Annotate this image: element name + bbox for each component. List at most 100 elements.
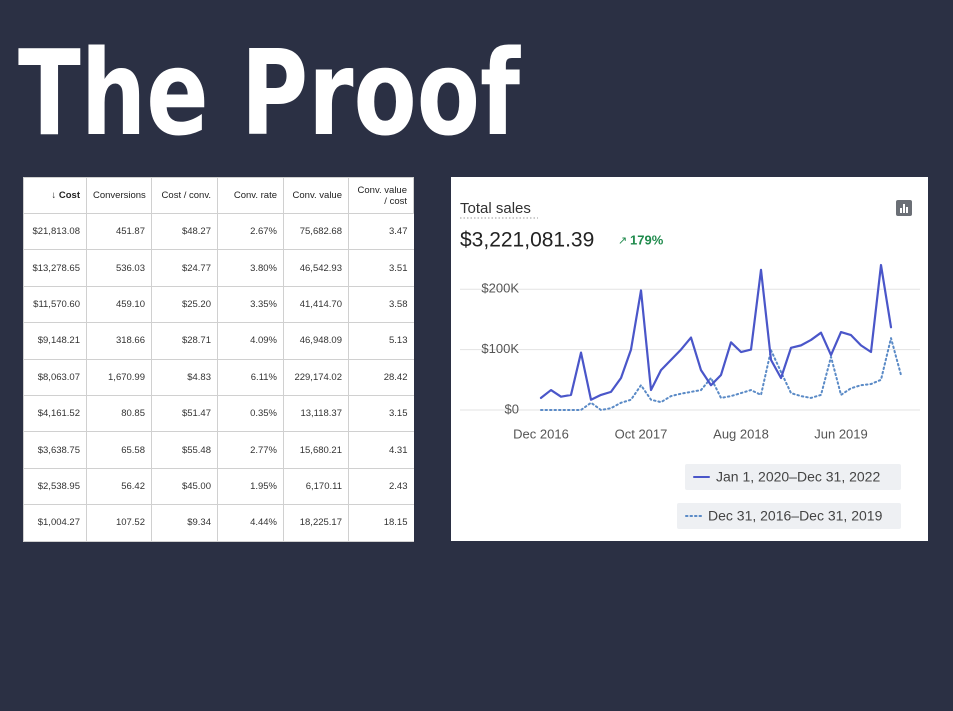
column-header[interactable]: ↓ Cost	[23, 177, 87, 214]
table-cell: 0.35%	[217, 394, 284, 433]
table-cell: $3,638.75	[23, 431, 87, 469]
table-cell: 229,174.02	[283, 358, 349, 396]
y-tick-label: $0	[505, 401, 519, 416]
table-row: $3,638.75 65.58 $55.48 2.77% 15,680.21 4.31	[23, 431, 414, 469]
table-cell: 536.03	[86, 249, 152, 287]
table-cell: 2.67%	[217, 212, 284, 251]
table-cell: 6,170.11	[283, 467, 349, 506]
y-tick-label: $100K	[481, 341, 519, 356]
table-cell: $24.77	[151, 249, 218, 287]
total-value: $3,221,081.39	[460, 229, 594, 252]
table-row: $8,063.07 1,670.99 $4.83 6.11% 229,174.02 28.…	[23, 358, 414, 396]
table-cell: 1.95%	[217, 467, 284, 506]
table-cell: 41,414.70	[283, 285, 349, 324]
table-cell: $11,570.60	[23, 285, 87, 324]
chart-title: Total sales	[460, 200, 531, 217]
legend-box	[685, 464, 901, 490]
header-text: Conv. value / cost	[357, 184, 407, 207]
table-cell: 3.58	[348, 285, 414, 324]
table-cell: $1,004.27	[23, 504, 87, 542]
header-text: Conv. rate	[233, 190, 277, 201]
chart: Total sales $3,221,081.39 ↗ 179% $0 $100K…	[451, 177, 928, 541]
table-cell: 13,118.37	[283, 394, 349, 433]
table-row: $11,570.60 459.10 $25.20 3.35% 41,414.70 3.58	[23, 285, 414, 324]
table-cell: $13,278.65	[23, 249, 87, 287]
table-cell: 3.35%	[217, 285, 284, 324]
table-cell: $4.83	[151, 358, 218, 396]
table-cell: $2,538.95	[23, 467, 87, 506]
table-cell: 18.15	[348, 504, 414, 542]
column-header[interactable]: Conv. value / cost	[348, 177, 414, 214]
table-cell: 75,682.68	[283, 212, 349, 251]
table-row: $4,161.52 80.85 $51.47 0.35% 13,118.37 3.15	[23, 394, 414, 433]
table-cell: 2.77%	[217, 431, 284, 469]
table-cell: 80.85	[86, 394, 152, 433]
table-cell: 3.80%	[217, 249, 284, 287]
table-cell: 4.31	[348, 431, 414, 469]
table-cell: 28.42	[348, 358, 414, 396]
header-text: Cost / conv.	[161, 190, 211, 201]
table-cell: 2.43	[348, 467, 414, 506]
table-cell: 459.10	[86, 285, 152, 324]
table-cell: $45.00	[151, 467, 218, 506]
table-cell: 3.47	[348, 212, 414, 251]
table-cell: 18,225.17	[283, 504, 349, 542]
column-header[interactable]: Conversions	[86, 177, 152, 214]
column-header[interactable]: Conv. value	[283, 177, 349, 214]
table-cell: $28.71	[151, 322, 218, 360]
column-header[interactable]: Conv. rate	[217, 177, 284, 214]
table-cell: $48.27	[151, 212, 218, 251]
legend-box	[677, 503, 901, 529]
table-cell: $55.48	[151, 431, 218, 469]
line-series	[540, 337, 902, 411]
chart-icon[interactable]	[896, 200, 912, 216]
table-row: $2,538.95 56.42 $45.00 1.95% 6,170.11 2.43	[23, 467, 414, 506]
table-cell: $25.20	[151, 285, 218, 324]
table-cell: $9,148.21	[23, 322, 87, 360]
table-body: $21,813.08 451.87 $48.27 2.67% 75,682.68 3.47…	[23, 212, 414, 542]
table-cell: 4.09%	[217, 322, 284, 360]
table-cell: 1,670.99	[86, 358, 152, 396]
table-row: $9,148.21 318.66 $28.71 4.09% 46,948.09 5.13	[23, 322, 414, 360]
table-cell: 6.11%	[217, 358, 284, 396]
table-cell: 3.15	[348, 394, 414, 433]
table-cell: $4,161.52	[23, 394, 87, 433]
table-cell: 5.13	[348, 322, 414, 360]
x-tick-label: Dec 2016	[513, 426, 569, 441]
header-row: ↓ Cost Conversions Cost / conv. Conv. rate C…	[23, 177, 414, 214]
table-cell: $8,063.07	[23, 358, 87, 396]
header-text: Conversions	[93, 190, 146, 201]
table-cell: $21,813.08	[23, 212, 87, 251]
table-cell: 4.44%	[217, 504, 284, 542]
table-cell: 46,948.09	[283, 322, 349, 360]
change-value: 179%	[630, 232, 664, 247]
data-table: ↓ Cost Conversions Cost / conv. Conv. rate C…	[23, 177, 414, 542]
legend-label: Dec 31, 2016–Dec 31, 2019	[708, 508, 883, 524]
x-tick-label: Jun 2019	[814, 426, 868, 441]
sort-icon: ↓	[51, 190, 59, 201]
y-tick-label: $200K	[481, 281, 519, 296]
header-text: Conv. value	[292, 190, 342, 201]
header-text: Cost	[58, 190, 80, 201]
x-tick-label: Aug 2018	[713, 426, 769, 441]
table-cell: 318.66	[86, 322, 152, 360]
legend-label: Jan 1, 2020–Dec 31, 2022	[716, 469, 880, 485]
table-cell: 65.58	[86, 431, 152, 469]
column-header[interactable]: Cost / conv.	[151, 177, 218, 214]
table-cell: $9.34	[151, 504, 218, 542]
line-series	[539, 263, 893, 401]
table-cell: 3.51	[348, 249, 414, 287]
trend-arrow: ↗	[618, 235, 627, 247]
title-area: The Proof	[18, 24, 521, 150]
table-row: $13,278.65 536.03 $24.77 3.80% 46,542.93 3.51	[23, 249, 414, 287]
slide-title: The Proof	[18, 24, 521, 150]
table-cell: 451.87	[86, 212, 152, 251]
table-cell: 15,680.21	[283, 431, 349, 469]
table-row: $1,004.27 107.52 $9.34 4.44% 18,225.17 18.15	[23, 504, 414, 542]
x-tick-label: Oct 2017	[615, 426, 668, 441]
table-cell: 56.42	[86, 467, 152, 506]
table-row: $21,813.08 451.87 $48.27 2.67% 75,682.68 3.47	[23, 212, 414, 251]
table-cell: 46,542.93	[283, 249, 349, 287]
table-cell: 107.52	[86, 504, 152, 542]
